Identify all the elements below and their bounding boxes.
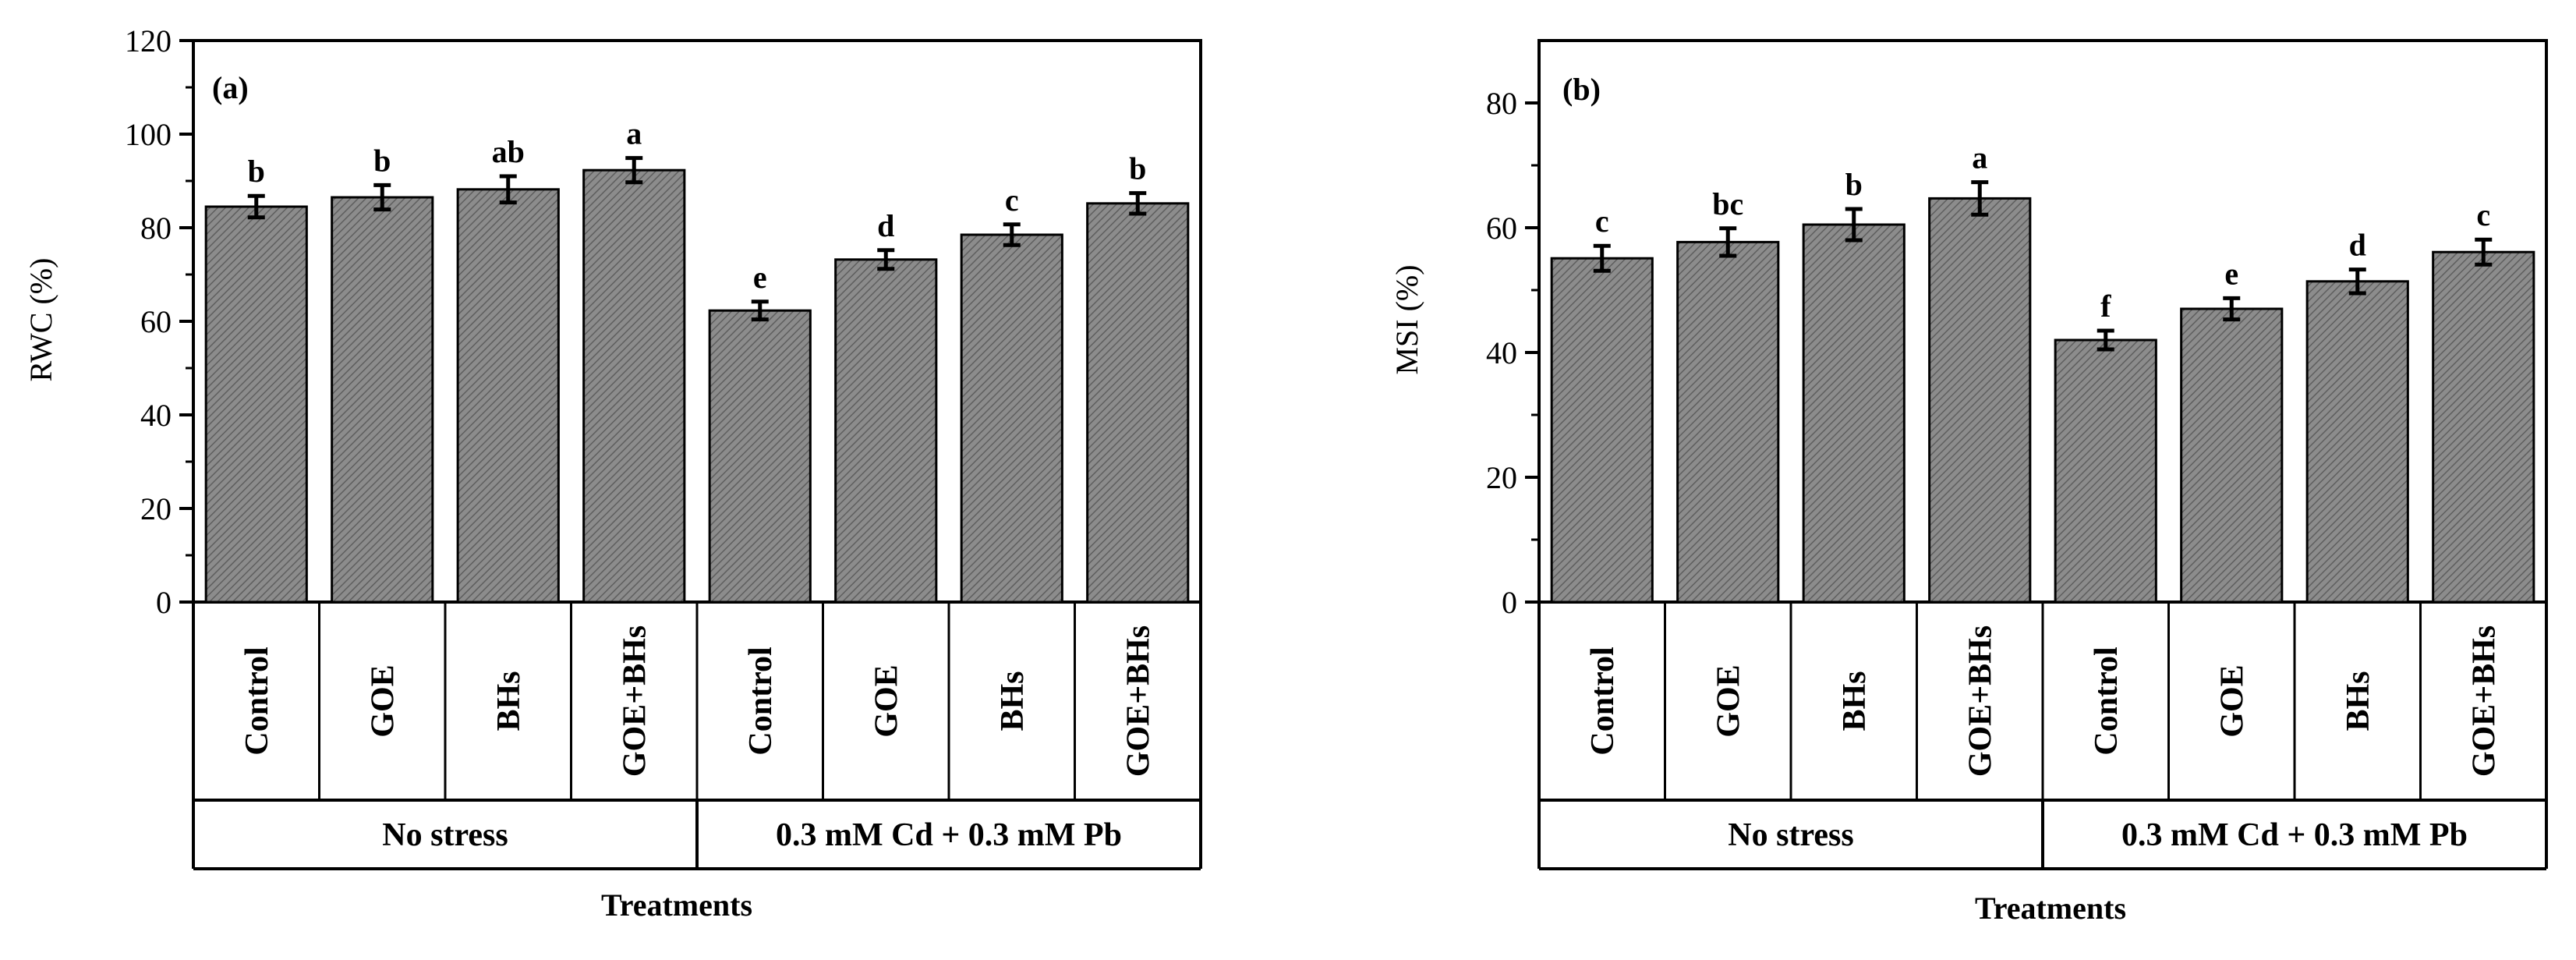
panel-label: (a) xyxy=(212,70,249,105)
significance-letter: b xyxy=(248,154,265,189)
category-label: BHs xyxy=(1837,671,1873,731)
significance-letter: e xyxy=(753,260,767,295)
significance-letter: c xyxy=(1005,182,1019,218)
significance-letter: c xyxy=(2476,197,2490,232)
significance-letter: a xyxy=(626,116,642,151)
y-tick-label: 40 xyxy=(1486,335,1517,370)
group-label: 0.3 mM Cd + 0.3 mM Pb xyxy=(776,817,1122,853)
category-label: GOE xyxy=(1711,664,1746,737)
panel-label: (b) xyxy=(1562,72,1601,107)
significance-letter: a xyxy=(1972,140,1987,175)
y-tick-label: 40 xyxy=(140,398,172,433)
category-table: Control GOE BHs GOE+BHs Control GOE BHs GOE+BHs… xyxy=(1537,602,2548,870)
y-tick-label: 20 xyxy=(1486,460,1517,495)
bar-series: b b ab a e d c b xyxy=(204,116,1190,604)
y-tick-label: 60 xyxy=(1486,211,1517,246)
y-axis: 0 20 40 60 80 100 120 xyxy=(125,23,193,620)
category-label: Control xyxy=(1585,646,1621,755)
significance-letter: b xyxy=(1845,167,1863,202)
bar xyxy=(582,168,686,604)
y-tick-label: 60 xyxy=(140,304,172,339)
significance-letter: f xyxy=(2100,289,2111,324)
category-label: BHs xyxy=(491,671,527,731)
group-label: No stress xyxy=(1728,817,1853,853)
x-axis-title: Treatments xyxy=(601,887,752,923)
significance-letter: d xyxy=(877,208,894,243)
bar xyxy=(331,196,434,604)
y-tick-label: 0 xyxy=(1502,585,1517,620)
category-label: Control xyxy=(239,646,275,755)
category-label: GOE xyxy=(2214,664,2250,737)
bar xyxy=(1086,202,1190,604)
y-axis: 0 20 40 60 80 xyxy=(1486,86,1539,620)
y-tick-label: 80 xyxy=(140,211,172,246)
chart-panel-msi: (b) MSI (%) Treatments 0 20 40 60 80 c bc b a f e… xyxy=(1389,39,2548,926)
y-tick-label: 100 xyxy=(125,117,172,152)
chart-panel-rwc: (a) RWC (%) Treatments 0 20 40 60 80 100 120 b… xyxy=(23,23,1202,923)
bar xyxy=(1676,240,1780,604)
category-label: GOE+BHs xyxy=(1120,625,1156,777)
y-tick-label: 20 xyxy=(140,491,172,526)
significance-letter: ab xyxy=(492,134,525,169)
group-label: No stress xyxy=(382,817,508,853)
x-axis-title: Treatments xyxy=(1975,891,2126,926)
category-label: GOE+BHs xyxy=(2466,625,2502,777)
bar xyxy=(1550,257,1654,604)
bar xyxy=(960,233,1063,604)
category-label: GOE xyxy=(869,664,904,737)
bar xyxy=(1928,197,2032,604)
category-label: Control xyxy=(743,646,779,755)
y-tick-label: 120 xyxy=(125,23,172,58)
significance-letter: b xyxy=(1129,151,1146,186)
significance-letter: e xyxy=(2224,256,2238,291)
category-label: Control xyxy=(2089,646,2125,755)
y-tick-label: 0 xyxy=(156,585,172,620)
bar xyxy=(834,258,938,604)
category-label: GOE+BHs xyxy=(1962,625,1998,777)
bar xyxy=(2305,280,2409,604)
y-axis-title: RWC (%) xyxy=(23,258,58,382)
bar xyxy=(2054,338,2157,604)
bar xyxy=(2432,250,2535,604)
significance-letter: c xyxy=(1595,204,1609,239)
significance-letter: b xyxy=(373,143,391,178)
y-axis-title: MSI (%) xyxy=(1389,264,1424,374)
category-label: GOE+BHs xyxy=(617,625,653,777)
category-label: GOE xyxy=(365,664,401,737)
bar xyxy=(204,205,308,604)
group-label: 0.3 mM Cd + 0.3 mM Pb xyxy=(2121,817,2468,853)
category-label: BHs xyxy=(995,671,1031,731)
bar xyxy=(708,309,812,604)
bar xyxy=(1802,223,1905,604)
significance-letter: d xyxy=(2349,228,2366,263)
y-tick-label: 80 xyxy=(1486,86,1517,121)
bar xyxy=(2180,307,2284,604)
bar xyxy=(456,188,560,604)
significance-letter: bc xyxy=(1712,186,1743,221)
category-label: BHs xyxy=(2341,671,2376,731)
bar-series: c bc b a f e d c xyxy=(1550,140,2535,604)
category-table: Control GOE BHs GOE+BHs Control GOE BHs GOE+BHs… xyxy=(192,602,1202,870)
